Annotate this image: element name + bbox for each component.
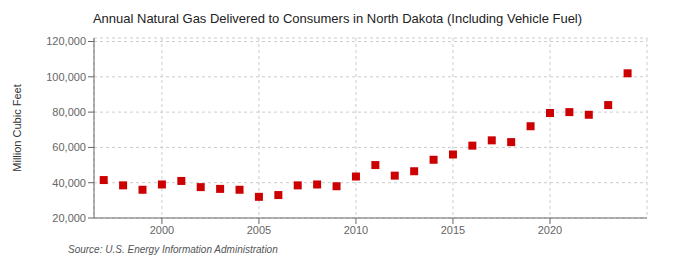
svg-text:2015: 2015 [441,224,465,236]
svg-text:40,000: 40,000 [52,177,86,189]
svg-text:2000: 2000 [150,224,174,236]
svg-text:120,000: 120,000 [46,35,86,47]
svg-text:100,000: 100,000 [46,71,86,83]
html-text:Source: U.S. Energy Informatio: Source: U.S. Energy Information Administ… [68,244,278,255]
svg-text:2010: 2010 [344,224,368,236]
svg-text:2020: 2020 [538,224,562,236]
svg-text:60,000: 60,000 [52,141,86,153]
svg-text:20,000: 20,000 [52,212,86,224]
svg-text:80,000: 80,000 [52,106,86,118]
html-text:Annual Natural Gas Delivered t: Annual Natural Gas Delivered to Consumer… [92,11,583,26]
svg-text:2005: 2005 [247,224,271,236]
svg-text:Million Cubic Feet: Million Cubic Feet [11,84,23,171]
